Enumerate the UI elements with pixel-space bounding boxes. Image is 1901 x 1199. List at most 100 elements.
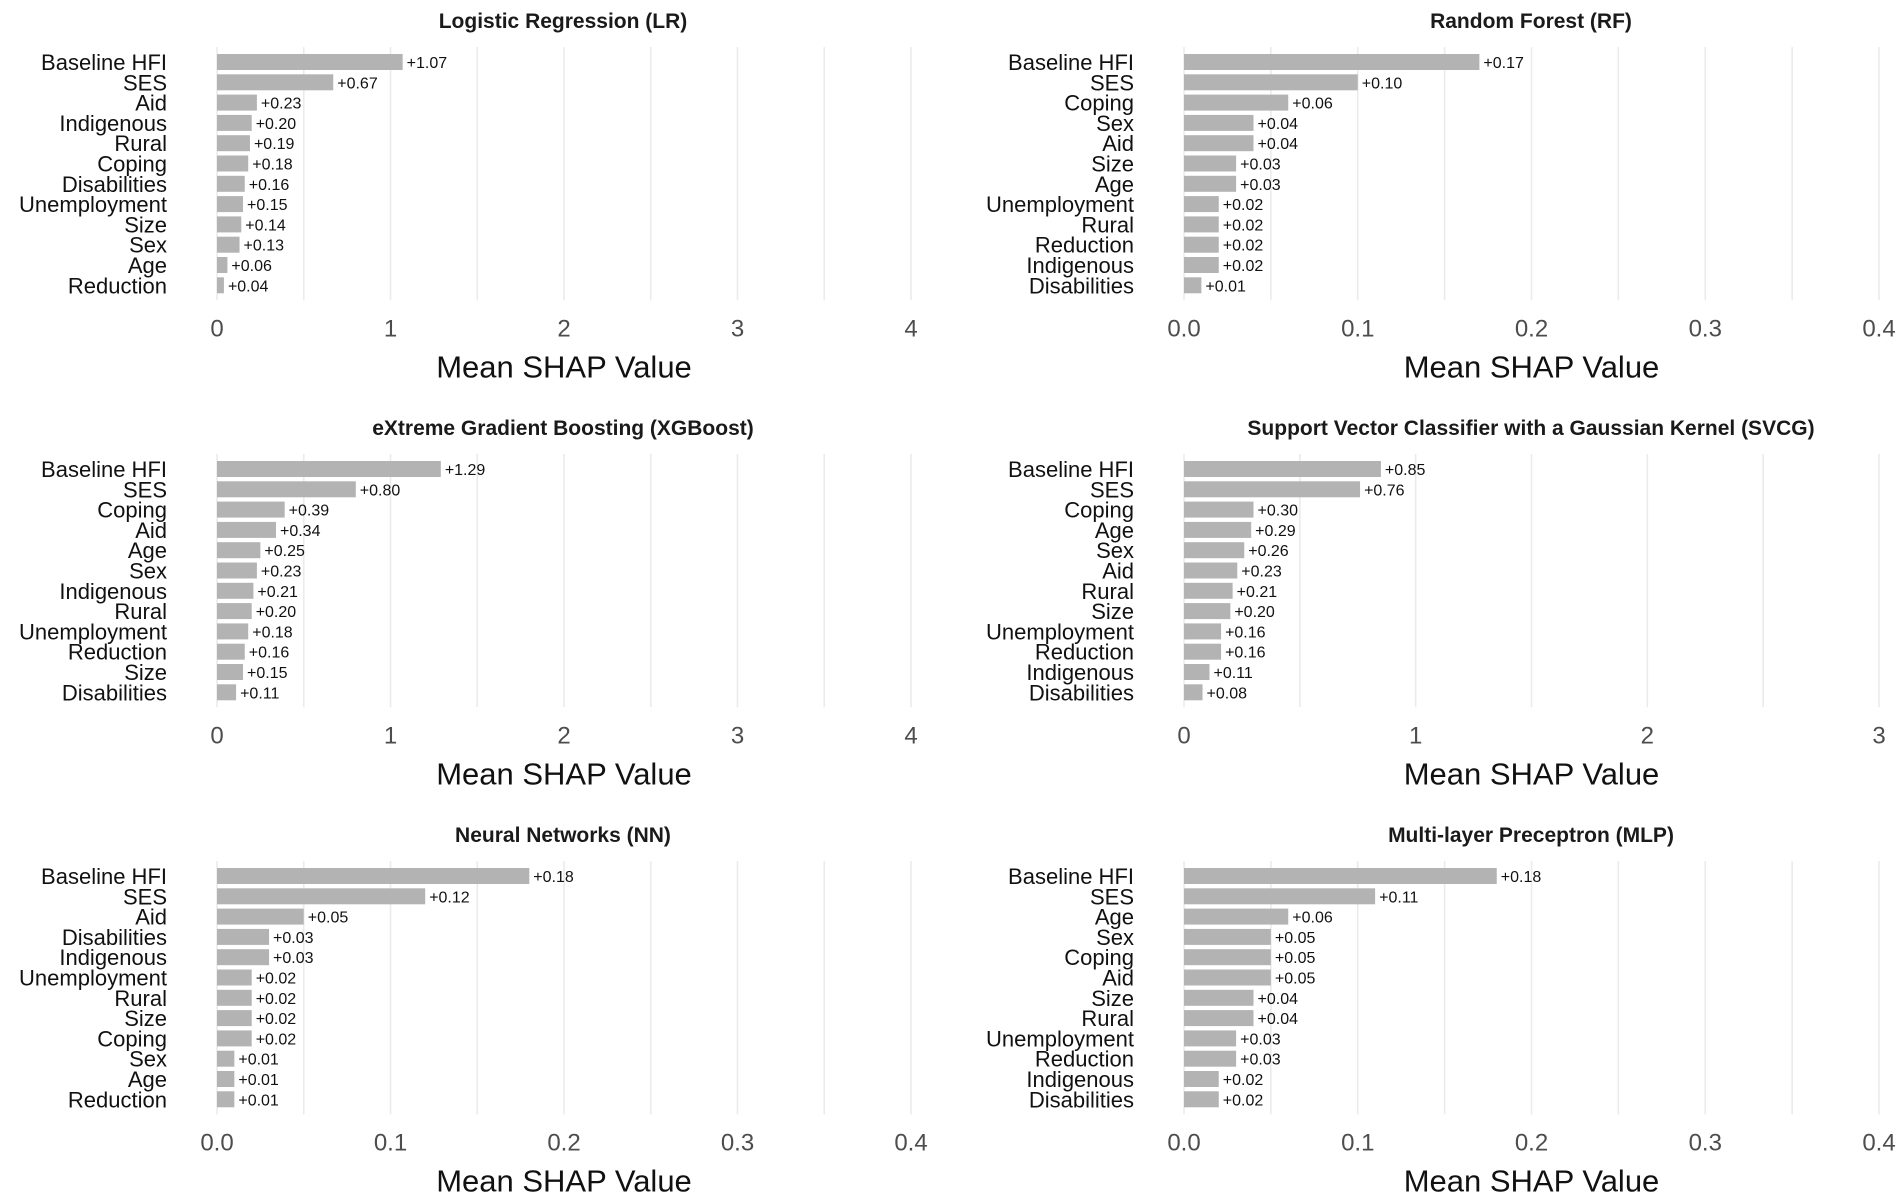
category-label: Disabilities xyxy=(1029,1087,1134,1112)
bar xyxy=(217,94,257,111)
bar xyxy=(1184,277,1202,294)
bar xyxy=(217,501,285,518)
x-tick-label: 2 xyxy=(557,722,570,749)
value-label: +0.13 xyxy=(244,238,285,255)
bar xyxy=(217,1091,235,1108)
category-label: Coping xyxy=(97,498,167,523)
bar xyxy=(217,114,252,131)
value-label: +0.39 xyxy=(289,503,330,520)
bar xyxy=(217,603,252,620)
bar xyxy=(217,562,257,579)
x-tick-label: 0.4 xyxy=(1862,1129,1895,1156)
value-label: +0.18 xyxy=(252,624,293,641)
category-label: Baseline HFI xyxy=(1008,457,1134,482)
category-label: Baseline HFI xyxy=(41,864,167,889)
bar xyxy=(217,135,250,152)
x-axis-title: Mean SHAP Value xyxy=(1404,1163,1660,1198)
bar xyxy=(217,1030,252,1047)
bar xyxy=(217,949,270,966)
value-label: +0.23 xyxy=(1241,564,1282,581)
bar xyxy=(1184,521,1252,538)
category-label: Size xyxy=(124,212,167,237)
category-label: Aid xyxy=(135,905,167,930)
category-label: SES xyxy=(123,70,167,95)
value-label: +0.06 xyxy=(1292,96,1333,113)
bar xyxy=(1184,868,1497,884)
category-label: Reduction xyxy=(1035,1047,1134,1072)
x-axis-title: Mean SHAP Value xyxy=(436,1163,692,1198)
category-label: Baseline HFI xyxy=(1008,864,1134,889)
category-label: Coping xyxy=(1064,945,1134,970)
category-label: Unemployment xyxy=(19,192,167,217)
category-label: Disabilities xyxy=(1029,680,1134,705)
bar xyxy=(1184,908,1289,925)
bar xyxy=(217,684,237,701)
bar xyxy=(1184,135,1254,152)
category-label: Coping xyxy=(97,152,167,177)
category-label: Sex xyxy=(129,1047,167,1072)
x-axis-title: Mean SHAP Value xyxy=(436,756,692,791)
value-label: +0.18 xyxy=(1501,869,1542,886)
value-label: +0.85 xyxy=(1385,462,1426,479)
chart-panel: Multi-layer Preceptron (MLP) Baseline HFI… xyxy=(986,824,1896,1198)
category-label: Rural xyxy=(114,986,167,1011)
bar xyxy=(1184,603,1231,620)
value-label: +0.16 xyxy=(249,177,290,194)
value-label: +0.11 xyxy=(1379,889,1418,906)
category-label: Indigenous xyxy=(1026,660,1134,685)
x-tick-label: 0 xyxy=(210,315,223,342)
bar xyxy=(1184,562,1238,579)
category-label: Aid xyxy=(1102,131,1134,156)
x-tick-label: 0.4 xyxy=(1862,315,1895,342)
bar xyxy=(1184,1010,1254,1027)
x-tick-label: 0.2 xyxy=(1515,315,1548,342)
bar xyxy=(217,1010,252,1027)
value-label: +0.05 xyxy=(1275,950,1316,967)
category-label: Indigenous xyxy=(1026,253,1134,278)
value-label: +0.02 xyxy=(256,1011,297,1028)
category-label: Unemployment xyxy=(19,619,167,644)
bar xyxy=(217,277,224,294)
category-label: Rural xyxy=(1081,1006,1134,1031)
bar xyxy=(1184,94,1289,111)
category-label: Age xyxy=(1095,172,1134,197)
category-label: Unemployment xyxy=(986,192,1134,217)
x-tick-label: 2 xyxy=(1641,722,1654,749)
bar xyxy=(1184,1071,1219,1087)
x-tick-label: 3 xyxy=(731,315,744,342)
category-label: Indigenous xyxy=(59,945,167,970)
category-label: Aid xyxy=(1102,559,1134,584)
category-label: Disabilities xyxy=(1029,273,1134,298)
bar xyxy=(1184,542,1245,559)
category-label: Age xyxy=(1095,905,1134,930)
value-label: +0.04 xyxy=(228,278,269,295)
value-label: +1.07 xyxy=(407,55,448,72)
bar xyxy=(217,664,244,680)
category-label: Size xyxy=(1091,986,1134,1011)
category-label: Unemployment xyxy=(986,619,1134,644)
bar xyxy=(1184,928,1271,945)
bar xyxy=(1184,1030,1237,1047)
bar xyxy=(217,928,270,945)
bar xyxy=(1184,1091,1219,1108)
category-label: Baseline HFI xyxy=(1008,50,1134,75)
value-label: +0.06 xyxy=(231,258,272,275)
value-label: +0.02 xyxy=(1223,258,1264,275)
value-label: +0.01 xyxy=(238,1072,279,1089)
category-label: Size xyxy=(124,1006,167,1031)
bar xyxy=(217,542,261,559)
category-label: SES xyxy=(1090,884,1134,909)
category-label: Indigenous xyxy=(59,111,167,136)
x-tick-label: 0.3 xyxy=(1689,315,1722,342)
value-label: +0.16 xyxy=(1225,624,1266,641)
value-label: +0.04 xyxy=(1258,1011,1299,1028)
panel-title: Multi-layer Preceptron (MLP) xyxy=(1388,824,1674,847)
category-label: Sex xyxy=(129,233,167,258)
bar xyxy=(1184,114,1254,131)
value-label: +0.03 xyxy=(273,930,314,947)
bar xyxy=(217,257,228,273)
bar xyxy=(1184,664,1210,680)
value-label: +0.15 xyxy=(247,665,288,682)
value-label: +0.34 xyxy=(280,523,321,540)
bar xyxy=(1184,623,1222,640)
